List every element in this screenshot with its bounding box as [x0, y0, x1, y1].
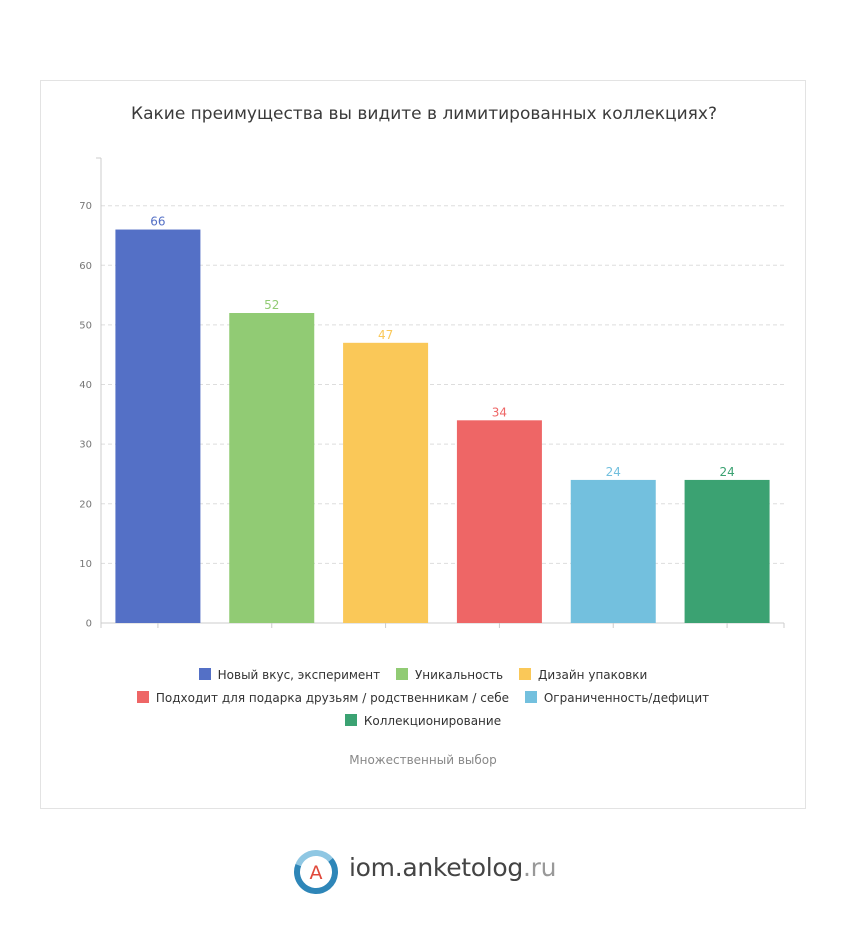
brand-domain: iom.anketolog [349, 853, 523, 882]
y-tick-label: 70 [79, 201, 92, 212]
data-label: 47 [378, 328, 393, 342]
legend-label: Ограниченность/дефицит [543, 690, 710, 705]
bar [115, 229, 201, 624]
legend-swatch [198, 667, 211, 680]
data-label: 52 [264, 298, 279, 312]
bar [684, 479, 770, 623]
legend-item[interactable]: Ограниченность/дефицит [524, 688, 710, 708]
legend-label: Коллекционирование [363, 713, 502, 728]
brand-name: iom.anketolog.ru [349, 853, 556, 882]
legend-label: Подходит для подарка друзьям / родственн… [155, 690, 510, 705]
legend-swatch [395, 667, 408, 680]
legend-item[interactable]: Подходит для подарка друзьям / родственн… [136, 688, 510, 708]
brand-tld: .ru [522, 853, 557, 882]
y-tick-label: 0 [86, 619, 92, 630]
y-tick-label: 30 [79, 440, 92, 451]
data-label: 66 [150, 215, 165, 229]
legend-swatch [524, 690, 537, 703]
legend-item[interactable]: Коллекционирование [344, 711, 502, 731]
bar-chart: 0 10 20 30 40 50 60 70 66 52 47 34 24 24 [79, 157, 785, 630]
legend-item[interactable]: Дизайн упаковки [518, 665, 648, 685]
legend-item[interactable]: Новый вкус, эксперимент [198, 665, 381, 685]
logo-letter: A [310, 862, 323, 884]
bar [343, 342, 429, 623]
y-tick-label: 20 [79, 499, 92, 510]
legend-swatch [518, 667, 531, 680]
y-tick-label: 50 [79, 320, 92, 331]
y-tick-label: 60 [79, 261, 92, 272]
data-label: 24 [719, 465, 734, 479]
legend-label: Новый вкус, эксперимент [217, 667, 381, 682]
data-label: 24 [606, 465, 621, 479]
legend-label: Дизайн упаковки [537, 667, 648, 682]
anketolog-logo-icon: A [294, 850, 338, 894]
chart-legend: Новый вкус, эксперимент Уникальность Диз… [40, 664, 806, 733]
bar [229, 313, 315, 623]
chart-title: Какие преимущества вы видите в лимитиров… [131, 104, 717, 124]
legend-swatch [136, 690, 149, 703]
chart-note: Множественный выбор [349, 753, 497, 767]
legend-swatch [344, 713, 357, 726]
bar [456, 420, 542, 623]
legend-item[interactable]: Уникальность [395, 665, 504, 685]
y-tick-label: 40 [79, 380, 92, 391]
data-label: 34 [492, 405, 507, 419]
bar [570, 479, 656, 623]
brand-logo[interactable]: A iom.anketolog.ru [292, 848, 556, 896]
legend-label: Уникальность [414, 667, 504, 682]
y-tick-label: 10 [79, 559, 92, 570]
